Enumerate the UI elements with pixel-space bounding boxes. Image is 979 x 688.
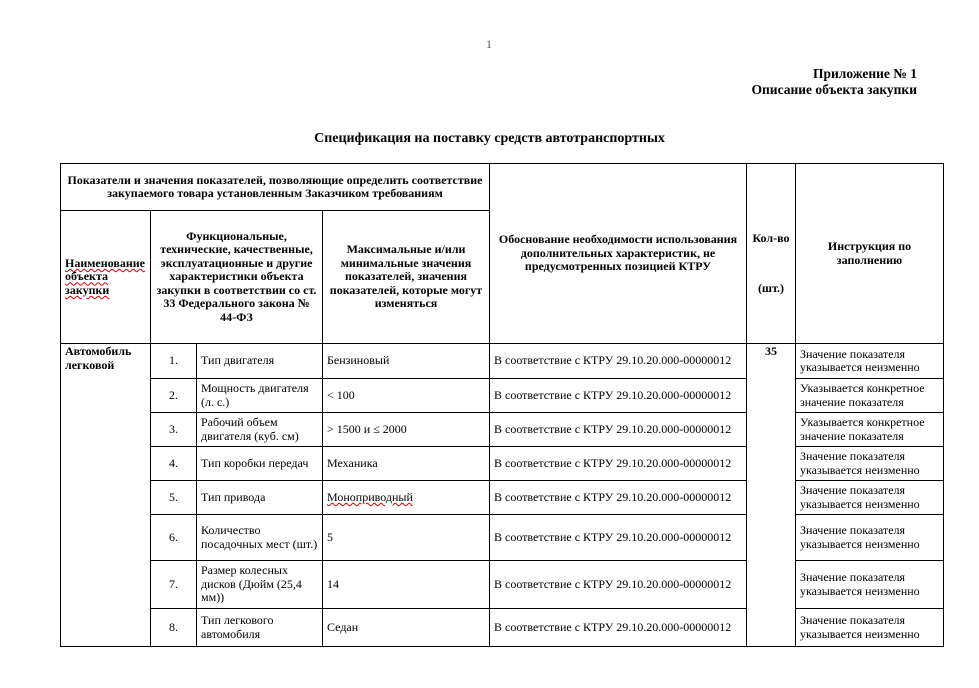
- row-characteristic: Рабочий объем двигателя (куб. см): [196, 412, 323, 447]
- row-instruction: Указывается конкретное значение показате…: [795, 378, 944, 413]
- row-justification: В соответствие с КТРУ 29.10.20.000-00000…: [489, 560, 747, 609]
- row-instruction: Значение показателя указывается неизменн…: [795, 343, 944, 379]
- table-row: 8. Тип легкового автомобиля Седан В соответ…: [61, 608, 944, 647]
- row-value-text: Моноприводный: [327, 489, 413, 504]
- row-value: Бензиновый: [322, 343, 490, 379]
- row-justification: В соответствие с КТРУ 29.10.20.000-00000…: [489, 378, 747, 413]
- item-name: Автомобиль легковой: [60, 343, 151, 647]
- document-title: Спецификация на поставку средств автотра…: [314, 131, 665, 146]
- table-row: 4. Тип коробки передач Механика В соответст…: [61, 446, 944, 481]
- header-qty: Кол-во (шт.): [746, 163, 796, 344]
- table-row: 2. Мощность двигателя (л. с.) < 100 В соотв…: [61, 378, 944, 413]
- header-group: Показатели и значения показателей, позво…: [60, 163, 490, 211]
- row-value: Седан: [322, 608, 490, 647]
- row-number: 2.: [150, 378, 197, 413]
- header-values: Максимальные и/или минимальные значения …: [322, 210, 490, 344]
- row-characteristic: Тип привода: [196, 480, 323, 515]
- row-number: 5.: [150, 480, 197, 515]
- header-qty-label: Кол-во: [752, 230, 790, 245]
- row-number: 8.: [150, 608, 197, 647]
- appendix-number: Приложение № 1: [813, 66, 917, 81]
- appendix-header: Приложение № 1 Описание объекта закупки: [752, 66, 917, 98]
- row-characteristic: Количество посадочных мест (шт.): [196, 514, 323, 561]
- row-justification: В соответствие с КТРУ 29.10.20.000-00000…: [489, 446, 747, 481]
- row-justification: В соответствие с КТРУ 29.10.20.000-00000…: [489, 412, 747, 447]
- row-instruction: Значение показателя указывается неизменн…: [795, 608, 944, 647]
- specification-table: Показатели и значения показателей, позво…: [60, 163, 944, 647]
- page-number: 1: [486, 37, 492, 51]
- row-value: 14: [322, 560, 490, 609]
- row-justification: В соответствие с КТРУ 29.10.20.000-00000…: [489, 608, 747, 647]
- row-value: Моноприводный: [322, 480, 490, 515]
- row-instruction: Значение показателя указывается неизменн…: [795, 514, 944, 561]
- row-justification: В соответствие с КТРУ 29.10.20.000-00000…: [489, 480, 747, 515]
- table-row: 7. Размер колесных дисков (Дюйм (25,4 мм)…: [61, 560, 944, 609]
- table-row: 3. Рабочий объем двигателя (куб. см) > 150…: [61, 412, 944, 447]
- row-instruction: Значение показателя указывается неизменн…: [795, 480, 944, 515]
- row-instruction: Указывается конкретное значение показате…: [795, 412, 944, 447]
- item-qty: 35: [746, 343, 796, 647]
- table-row: Автомобиль легковой 1. Тип двигателя Бензин…: [60, 343, 944, 647]
- header-characteristics: Функциональные, технические, качественны…: [150, 210, 323, 344]
- row-instruction: Значение показателя указывается неизменн…: [795, 560, 944, 609]
- header-name-text: Наименование объекта закупки: [65, 255, 145, 297]
- row-justification: В соответствие с КТРУ 29.10.20.000-00000…: [489, 514, 747, 561]
- table-row: 6. Количество посадочных мест (шт.) 5 В соо…: [61, 514, 944, 561]
- row-number: 1.: [150, 343, 197, 379]
- row-number: 6.: [150, 514, 197, 561]
- header-qty-unit: (шт.): [757, 281, 785, 295]
- row-value: Механика: [322, 446, 490, 481]
- row-instruction: Значение показателя указывается неизменн…: [795, 446, 944, 481]
- row-number: 7.: [150, 560, 197, 609]
- header-instruction: Инструкция по заполнению: [795, 163, 944, 344]
- header-justification: Обоснование необходимости использования …: [489, 163, 747, 344]
- appendix-subtitle: Описание объекта закупки: [751, 82, 917, 97]
- row-justification: В соответствие с КТРУ 29.10.20.000-00000…: [489, 343, 747, 379]
- row-characteristic: Размер колесных дисков (Дюйм (25,4 мм)): [196, 560, 323, 609]
- row-characteristic: Тип двигателя: [196, 343, 323, 379]
- row-value: < 100: [322, 378, 490, 413]
- row-characteristic: Тип коробки передач: [196, 446, 323, 481]
- row-characteristic: Мощность двигателя (л. с.): [196, 378, 323, 413]
- row-number: 4.: [150, 446, 197, 481]
- row-number: 3.: [150, 412, 197, 447]
- table-row: 5. Тип привода Моноприводный В соответствие…: [61, 480, 944, 515]
- row-value: > 1500 и ≤ 2000: [322, 412, 490, 447]
- row-characteristic: Тип легкового автомобиля: [196, 608, 323, 647]
- header-name: Наименование объекта закупки: [60, 210, 151, 344]
- row-value: 5: [322, 514, 490, 561]
